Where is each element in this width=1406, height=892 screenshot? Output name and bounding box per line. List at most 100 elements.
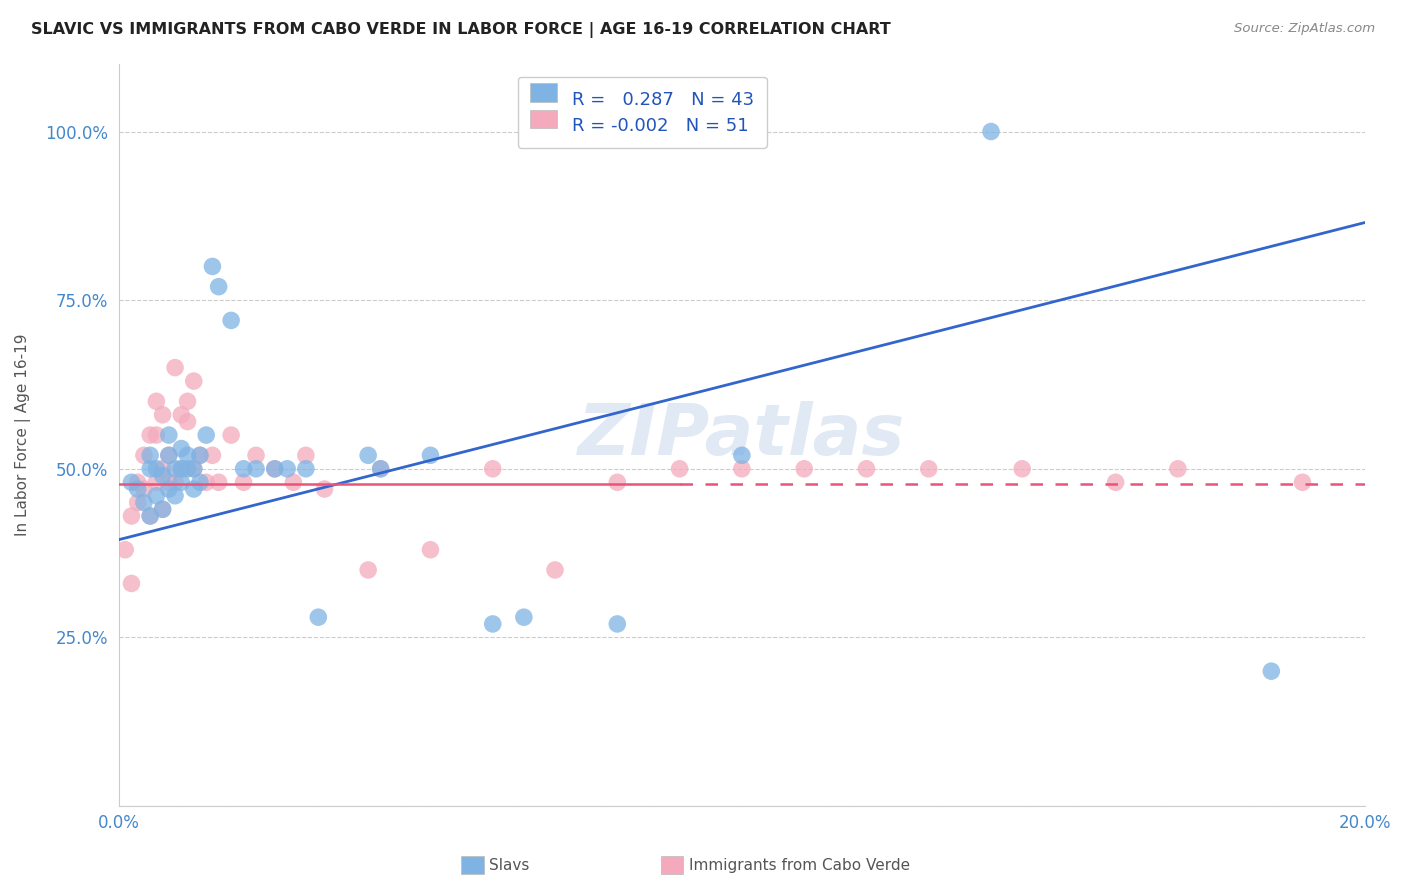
Point <box>165 489 187 503</box>
Point <box>183 462 205 476</box>
Point <box>245 448 267 462</box>
Point <box>419 448 441 462</box>
Text: Source: ZipAtlas.com: Source: ZipAtlas.com <box>1234 22 1375 36</box>
Point <box>513 610 536 624</box>
Point <box>127 475 149 490</box>
Point <box>145 475 167 490</box>
Point <box>668 462 690 476</box>
Point <box>793 462 815 476</box>
Point <box>245 462 267 476</box>
Point <box>419 542 441 557</box>
Point <box>176 394 198 409</box>
Point <box>170 462 193 476</box>
Point <box>145 462 167 476</box>
Point <box>980 124 1002 138</box>
Point <box>152 502 174 516</box>
Point <box>165 462 187 476</box>
Text: Slavs: Slavs <box>489 858 530 872</box>
Point <box>1291 475 1313 490</box>
Point <box>276 462 298 476</box>
Point <box>263 462 285 476</box>
Point <box>114 542 136 557</box>
Point <box>120 576 142 591</box>
Point <box>139 448 162 462</box>
Point <box>152 468 174 483</box>
Point <box>127 482 149 496</box>
Point <box>176 462 198 476</box>
Point <box>731 462 754 476</box>
Point <box>219 313 242 327</box>
Point <box>183 462 205 476</box>
Legend: R =   0.287   N = 43, R = -0.002   N = 51: R = 0.287 N = 43, R = -0.002 N = 51 <box>517 77 766 148</box>
Point <box>139 508 162 523</box>
Point <box>127 495 149 509</box>
Point <box>165 475 187 490</box>
Point <box>132 482 155 496</box>
Point <box>481 616 503 631</box>
Point <box>263 462 285 476</box>
Point <box>139 428 162 442</box>
Point <box>295 462 318 476</box>
Point <box>731 448 754 462</box>
Point <box>606 616 628 631</box>
Point <box>176 415 198 429</box>
Text: SLAVIC VS IMMIGRANTS FROM CABO VERDE IN LABOR FORCE | AGE 16-19 CORRELATION CHAR: SLAVIC VS IMMIGRANTS FROM CABO VERDE IN … <box>31 22 890 38</box>
Point <box>170 408 193 422</box>
Point <box>139 508 162 523</box>
Point <box>132 448 155 462</box>
Point <box>152 502 174 516</box>
Point <box>208 279 231 293</box>
Point <box>120 508 142 523</box>
Point <box>1104 475 1126 490</box>
Point <box>145 489 167 503</box>
Point <box>357 563 380 577</box>
Point <box>132 495 155 509</box>
Point <box>170 462 193 476</box>
Point <box>157 428 180 442</box>
Point <box>120 475 142 490</box>
Point <box>232 475 254 490</box>
Point <box>152 408 174 422</box>
Point <box>183 482 205 496</box>
Point <box>152 462 174 476</box>
Point <box>232 462 254 476</box>
Point <box>195 475 218 490</box>
Text: Immigrants from Cabo Verde: Immigrants from Cabo Verde <box>689 858 910 872</box>
Point <box>295 448 318 462</box>
Point <box>165 360 187 375</box>
Point <box>370 462 392 476</box>
Point <box>357 448 380 462</box>
Point <box>157 475 180 490</box>
Point <box>1167 462 1189 476</box>
Point <box>481 462 503 476</box>
Point <box>145 428 167 442</box>
Point <box>855 462 877 476</box>
Y-axis label: In Labor Force | Age 16-19: In Labor Force | Age 16-19 <box>15 334 31 536</box>
Point <box>606 475 628 490</box>
Point <box>307 610 329 624</box>
Point <box>1260 664 1282 678</box>
Point <box>145 394 167 409</box>
Point <box>195 428 218 442</box>
Point <box>314 482 336 496</box>
Point <box>170 442 193 456</box>
Point <box>176 448 198 462</box>
Point <box>1011 462 1033 476</box>
Point <box>370 462 392 476</box>
Point <box>183 374 205 388</box>
Point <box>188 475 211 490</box>
Point <box>283 475 305 490</box>
Text: ZIPatlas: ZIPatlas <box>578 401 905 469</box>
Point <box>157 448 180 462</box>
Point <box>157 482 180 496</box>
Point <box>201 260 224 274</box>
Point <box>139 462 162 476</box>
Point <box>188 448 211 462</box>
Point <box>918 462 941 476</box>
Point <box>157 448 180 462</box>
Point <box>544 563 567 577</box>
Point <box>219 428 242 442</box>
Point <box>201 448 224 462</box>
Point <box>170 475 193 490</box>
Point <box>188 448 211 462</box>
